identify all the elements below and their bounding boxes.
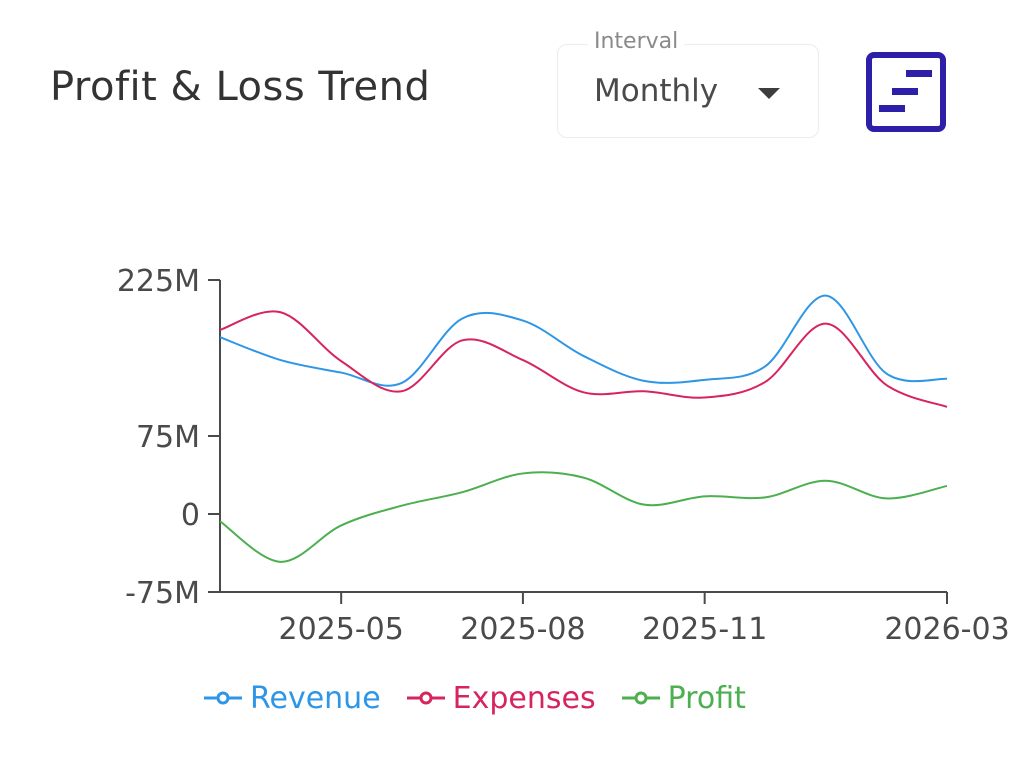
interval-label: Interval [588, 29, 685, 54]
y-tick-label: 75M [136, 420, 200, 455]
legend-item-profit[interactable]: Profit [621, 680, 746, 716]
legend-item-expenses[interactable]: Expenses [406, 680, 596, 716]
x-tick-label: 2025-11 [642, 612, 767, 647]
y-tick-label: 0 [181, 498, 200, 533]
legend-marker-revenue-icon [204, 691, 242, 705]
x-tick-label: 2025-08 [460, 612, 585, 647]
page-title: Profit & Loss Trend [50, 64, 431, 110]
x-tick-label: 2025-05 [278, 612, 403, 647]
legend-label-expenses: Expenses [452, 680, 596, 716]
legend-label-revenue: Revenue [250, 680, 381, 716]
series-line-profit [219, 471, 948, 563]
legend-marker-profit-icon [621, 691, 660, 705]
y-tick-label: 225M [117, 264, 200, 299]
legend-label-profit: Profit [667, 680, 746, 716]
chart-legend: Revenue Expenses Profit [204, 678, 746, 718]
legend-marker-expenses-icon [406, 691, 445, 705]
x-tick-label: 2026-03 [884, 612, 1009, 647]
interval-select[interactable]: Interval Monthly [557, 29, 819, 138]
y-tick-label: -75M [125, 576, 200, 611]
bar-chart-logo-icon[interactable] [866, 52, 946, 132]
series-line-revenue [219, 294, 948, 387]
interval-selected-value: Monthly [594, 73, 719, 109]
legend-item-revenue[interactable]: Revenue [204, 681, 381, 716]
chevron-down-icon[interactable] [758, 88, 780, 99]
series-line-expenses [219, 310, 948, 408]
